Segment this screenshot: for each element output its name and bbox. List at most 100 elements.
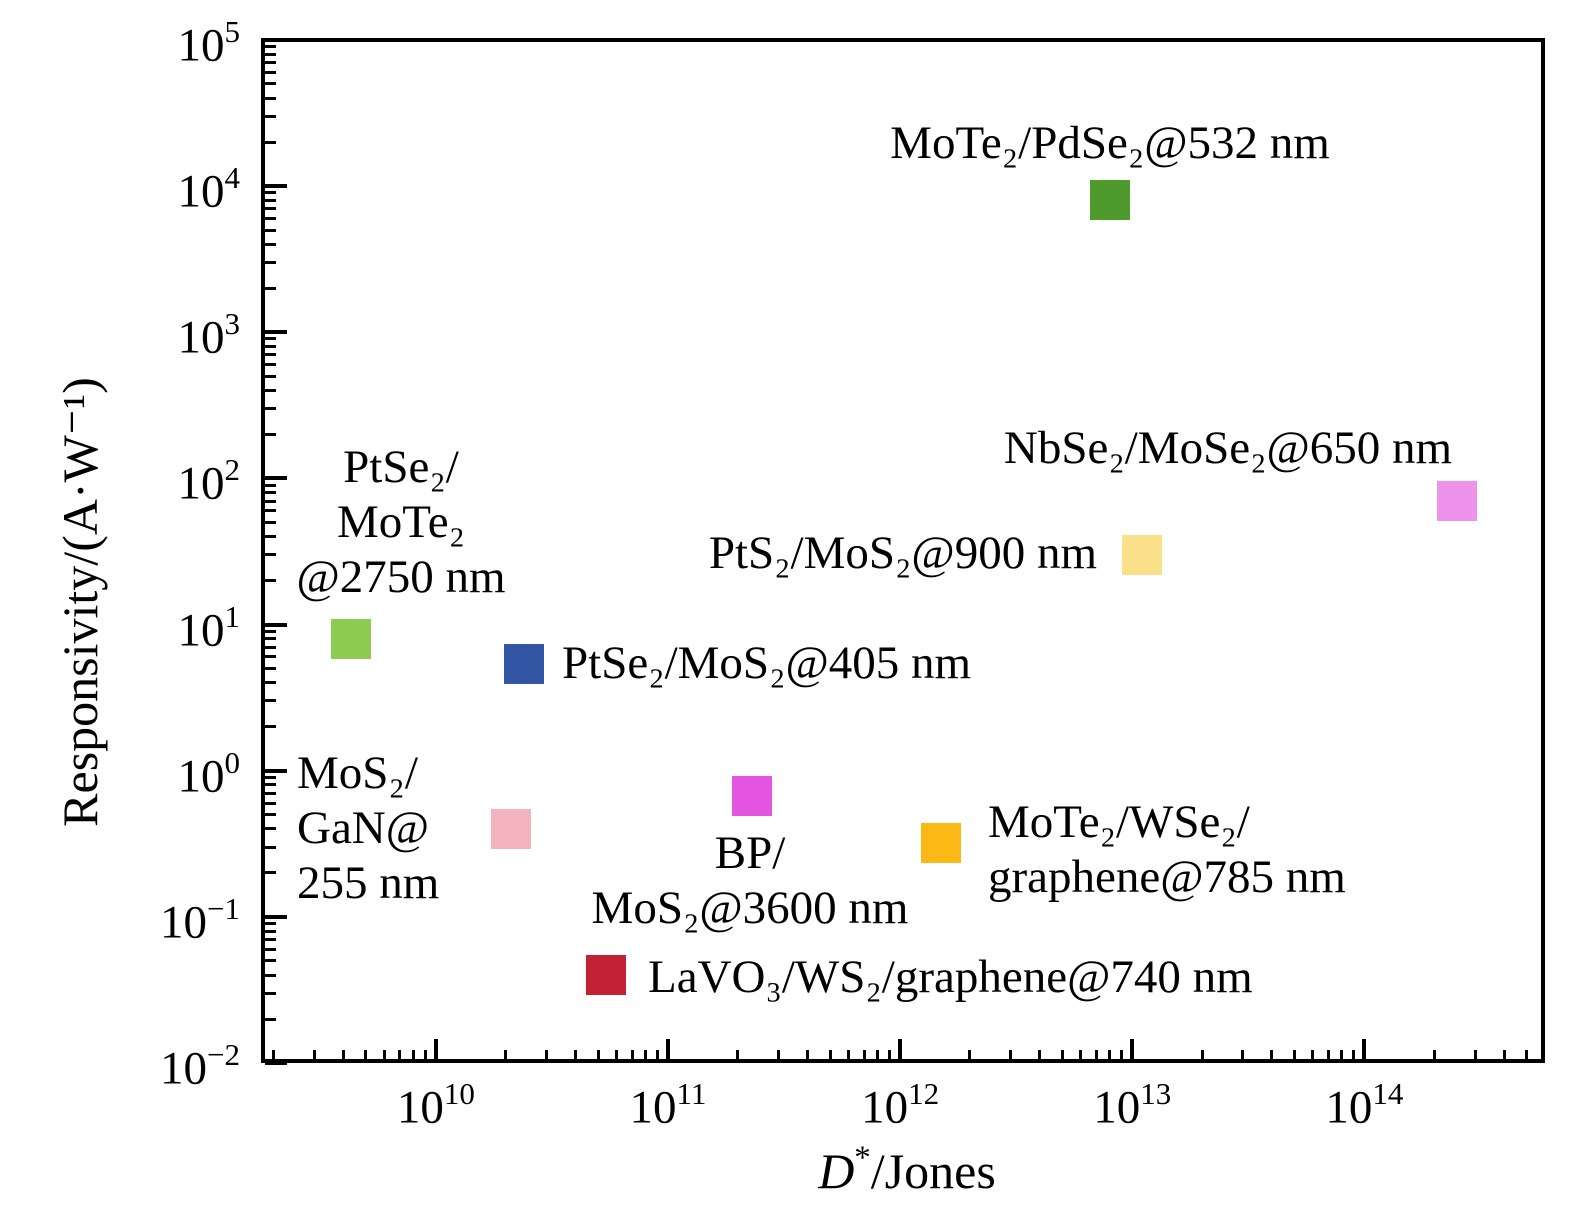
y-minor-tick	[265, 775, 276, 779]
x-tick-label: 1010	[396, 1076, 475, 1134]
y-minor-tick	[265, 140, 276, 144]
y-minor-tick	[265, 286, 276, 290]
x-minor-tick	[364, 1050, 368, 1061]
y-minor-tick	[265, 845, 276, 849]
y-minor-tick	[265, 82, 276, 86]
marker-pts2_mos2	[1121, 534, 1162, 575]
x-major-tick	[433, 1039, 438, 1061]
x-minor-tick	[806, 1050, 810, 1061]
point-label-mos2_gan: 255 nm	[297, 856, 440, 909]
y-minor-tick	[265, 667, 276, 671]
y-minor-tick	[265, 491, 276, 495]
x-minor-tick	[1009, 1050, 1013, 1061]
x-minor-tick	[1432, 1050, 1436, 1061]
y-major-tick	[265, 622, 287, 627]
x-minor-tick	[1060, 1050, 1064, 1061]
x-minor-tick	[1038, 1050, 1042, 1061]
y-tick-label: 101	[177, 598, 240, 657]
x-minor-tick	[1311, 1050, 1315, 1061]
point-label-mote2_wse2: MoTe₂/WSe₂/	[988, 795, 1250, 848]
y-minor-tick	[265, 198, 276, 202]
y-minor-tick	[265, 388, 276, 392]
y-minor-tick	[265, 1017, 276, 1021]
y-minor-tick	[265, 228, 276, 232]
point-label-mote2_wse2: graphene@785 nm	[988, 850, 1346, 903]
x-minor-tick	[876, 1050, 880, 1061]
marker-mote2_pdse2	[1089, 180, 1130, 221]
x-minor-tick	[736, 1050, 740, 1061]
y-minor-tick	[265, 947, 276, 951]
x-minor-tick	[312, 1050, 316, 1061]
x-minor-tick	[272, 1050, 276, 1061]
x-minor-tick	[1108, 1050, 1112, 1061]
x-minor-tick	[1270, 1050, 1274, 1061]
x-minor-tick	[1120, 1050, 1124, 1061]
y-minor-tick	[265, 871, 276, 875]
y-tick-label: 10−1	[160, 890, 240, 949]
point-label-nbse2_mose2: NbSe₂/MoSe₂@650 nm	[1003, 421, 1453, 474]
point-label-pts2_mos2: PtS₂/MoS₂@900 nm	[708, 526, 1097, 579]
point-label-mote2_pdse2: MoTe₂/PdSe₂@532 nm	[890, 116, 1330, 169]
y-minor-tick	[265, 959, 276, 963]
marker-mote2_wse2	[920, 823, 961, 864]
y-minor-tick	[265, 553, 276, 557]
y-minor-tick	[265, 207, 276, 211]
y-minor-tick	[265, 922, 276, 926]
x-minor-tick	[1326, 1050, 1330, 1061]
y-tick-label: 100	[177, 744, 240, 803]
x-axis-superscript: *	[854, 1140, 871, 1177]
y-minor-tick	[265, 637, 276, 641]
y-minor-tick	[265, 655, 276, 659]
marker-bp_mos2	[731, 776, 772, 817]
x-tick-label: 1011	[629, 1076, 707, 1134]
marker-ptse2_mote2	[330, 618, 371, 659]
y-major-tick	[265, 914, 287, 919]
x-major-tick	[1130, 1039, 1135, 1061]
y-minor-tick	[265, 261, 276, 265]
x-minor-tick	[398, 1050, 402, 1061]
y-major-tick	[265, 38, 287, 42]
y-major-tick	[265, 330, 287, 335]
y-minor-tick	[265, 827, 276, 831]
y-minor-tick	[265, 337, 276, 341]
point-label-bp_mos2: MoS₂@3600 nm	[591, 881, 909, 934]
y-tick-label: 10−2	[160, 1037, 240, 1095]
y-tick-label: 103	[177, 306, 240, 364]
x-minor-tick	[1502, 1050, 1506, 1061]
plot-border	[261, 38, 1545, 1063]
x-tick-label: 1012	[861, 1076, 940, 1134]
y-minor-tick	[265, 45, 276, 49]
y-major-tick	[265, 476, 287, 481]
y-minor-tick	[265, 725, 276, 729]
point-label-ptse2_mote2: @2750 nm	[296, 550, 506, 603]
x-minor-tick	[1525, 1050, 1529, 1061]
y-minor-tick	[265, 363, 276, 367]
x-minor-tick	[1292, 1050, 1296, 1061]
y-minor-tick	[265, 535, 276, 539]
x-minor-tick	[341, 1050, 345, 1061]
y-minor-tick	[265, 70, 276, 74]
x-tick-label: 1014	[1325, 1076, 1404, 1134]
x-minor-tick	[1200, 1050, 1204, 1061]
y-minor-tick	[265, 353, 276, 357]
x-minor-tick	[1094, 1050, 1098, 1061]
y-minor-tick	[265, 813, 276, 817]
y-minor-tick	[265, 432, 276, 436]
x-minor-tick	[777, 1050, 781, 1061]
x-minor-tick	[887, 1050, 891, 1061]
x-minor-tick	[614, 1050, 618, 1061]
x-minor-tick	[655, 1050, 659, 1061]
x-minor-tick	[1241, 1050, 1245, 1061]
point-label-ptse2_mote2: MoTe₂	[337, 495, 465, 548]
y-minor-tick	[265, 645, 276, 649]
y-minor-tick	[265, 61, 276, 65]
y-minor-tick	[265, 791, 276, 795]
x-minor-tick	[630, 1050, 634, 1061]
y-minor-tick	[265, 242, 276, 246]
y-minor-tick	[265, 629, 276, 633]
x-minor-tick	[411, 1050, 415, 1061]
x-minor-tick	[862, 1050, 866, 1061]
point-label-mos2_gan: MoS₂/	[297, 746, 418, 799]
y-minor-tick	[265, 344, 276, 348]
